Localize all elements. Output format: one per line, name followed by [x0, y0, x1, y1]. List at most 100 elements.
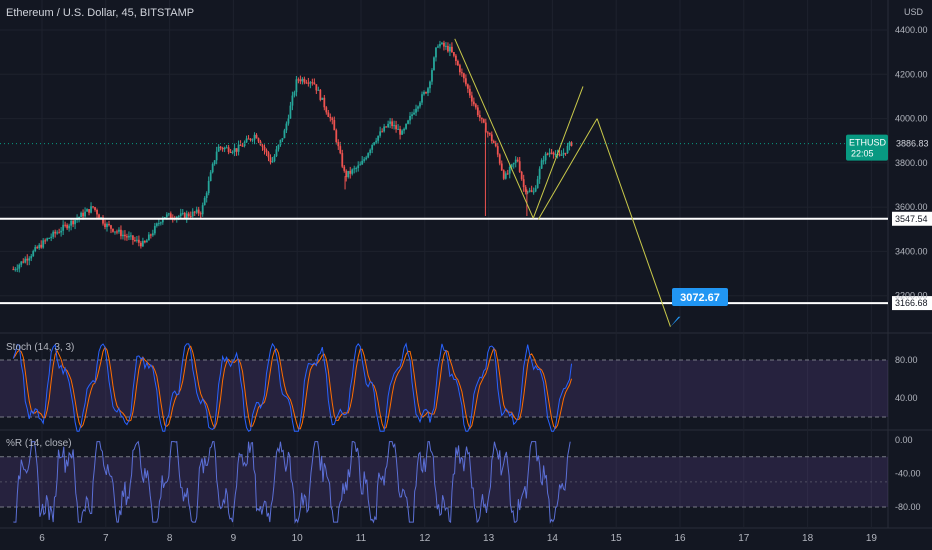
chart-title[interactable]: Ethereum / U.S. Dollar, 45, BITSTAMP	[6, 7, 195, 19]
candle-body	[427, 88, 429, 94]
candle-body	[532, 191, 535, 193]
candle-body	[32, 251, 35, 257]
candle-body	[437, 46, 439, 48]
candle-body	[112, 228, 114, 232]
wr-tick-label: -80.00	[895, 502, 921, 512]
y-tick-label: 4000.00	[895, 114, 928, 124]
candle-body	[453, 52, 455, 56]
trend-line	[454, 38, 534, 219]
candle-body	[185, 213, 188, 219]
candle-body	[241, 145, 244, 147]
candle-body	[492, 141, 495, 144]
grid-lines	[0, 0, 932, 529]
candle-body	[343, 166, 346, 171]
candle-body	[42, 240, 45, 248]
candle-body	[151, 233, 154, 236]
candle-body	[20, 261, 23, 265]
candle-body	[94, 207, 96, 210]
candle-body	[269, 157, 272, 163]
candle-body	[108, 223, 110, 226]
candle-body	[391, 121, 394, 127]
trend-drawings[interactable]: 3072.67	[454, 38, 728, 327]
candle-body	[397, 128, 399, 130]
candle-body	[255, 134, 258, 139]
symbol-tag	[846, 134, 888, 161]
stoch-tick-label: 80.00	[895, 355, 918, 365]
symbol-tag-countdown: 22:05	[851, 149, 874, 159]
candle-body	[82, 212, 84, 217]
candle-body	[265, 150, 268, 153]
candle-body	[92, 206, 94, 208]
candle-body	[349, 170, 352, 174]
candle-body	[68, 225, 71, 229]
candle-body	[460, 72, 463, 74]
symbol-tag-label: ETHUSD	[849, 138, 887, 148]
stoch-d-line	[12, 345, 573, 430]
candle-body	[449, 46, 451, 52]
candle-body	[439, 44, 441, 47]
candle-body	[468, 88, 471, 96]
candle-body	[357, 165, 360, 168]
candle-body	[488, 132, 491, 135]
candle-body	[275, 149, 278, 157]
candle-body	[409, 116, 411, 121]
candle-body	[153, 225, 156, 234]
candle-body	[36, 247, 39, 249]
candlestick-series	[12, 40, 573, 273]
last-price-box	[892, 135, 932, 151]
candle-body	[261, 145, 264, 147]
candle-body	[205, 193, 208, 198]
candle-body	[484, 122, 487, 133]
candle-body	[496, 146, 499, 155]
candle-body	[289, 105, 292, 119]
candle-body	[273, 156, 276, 162]
candle-body	[413, 112, 415, 115]
candle-body	[339, 146, 342, 154]
candle-body	[267, 152, 270, 158]
candle-body	[441, 42, 443, 45]
candle-body	[361, 160, 364, 165]
candle-body	[197, 209, 200, 214]
candle-body	[96, 209, 98, 215]
candle-body	[213, 160, 216, 165]
candle-body	[313, 82, 316, 85]
candle-body	[223, 147, 226, 150]
candle-body	[181, 212, 184, 214]
stoch-title[interactable]: Stoch (14, 3, 3)	[6, 342, 75, 353]
candle-body	[227, 147, 230, 152]
candle-body	[528, 190, 531, 192]
candle-body	[291, 95, 294, 106]
candle-body	[193, 211, 196, 213]
candle-body	[508, 167, 511, 174]
candle-body	[58, 232, 61, 234]
candle-body	[323, 97, 326, 108]
candle-body	[189, 216, 192, 218]
candle-body	[443, 42, 445, 47]
candle-body	[161, 218, 164, 223]
x-tick-label: 17	[738, 533, 750, 544]
candle-body	[285, 123, 288, 131]
candle-body	[399, 128, 401, 135]
candle-body	[305, 82, 308, 84]
candle-body	[431, 70, 433, 82]
candle-body	[271, 161, 274, 163]
last-price-label: 3886.83	[896, 139, 929, 149]
x-tick-label: 13	[483, 533, 495, 544]
candle-body	[102, 217, 104, 224]
candle-body	[494, 143, 497, 147]
candle-body	[74, 219, 76, 225]
candle-body	[351, 169, 354, 174]
candle-body	[419, 102, 421, 107]
candle-body	[24, 258, 27, 263]
trend-line	[532, 86, 584, 219]
candle-body	[217, 146, 220, 152]
candle-body	[104, 223, 106, 228]
candle-body	[307, 82, 310, 84]
candle-body	[279, 139, 282, 145]
candle-body	[221, 147, 224, 150]
williams-r-title[interactable]: %R (14, close)	[6, 438, 72, 449]
candle-body	[169, 213, 172, 218]
candle-body	[327, 112, 330, 117]
candle-body	[299, 79, 302, 82]
